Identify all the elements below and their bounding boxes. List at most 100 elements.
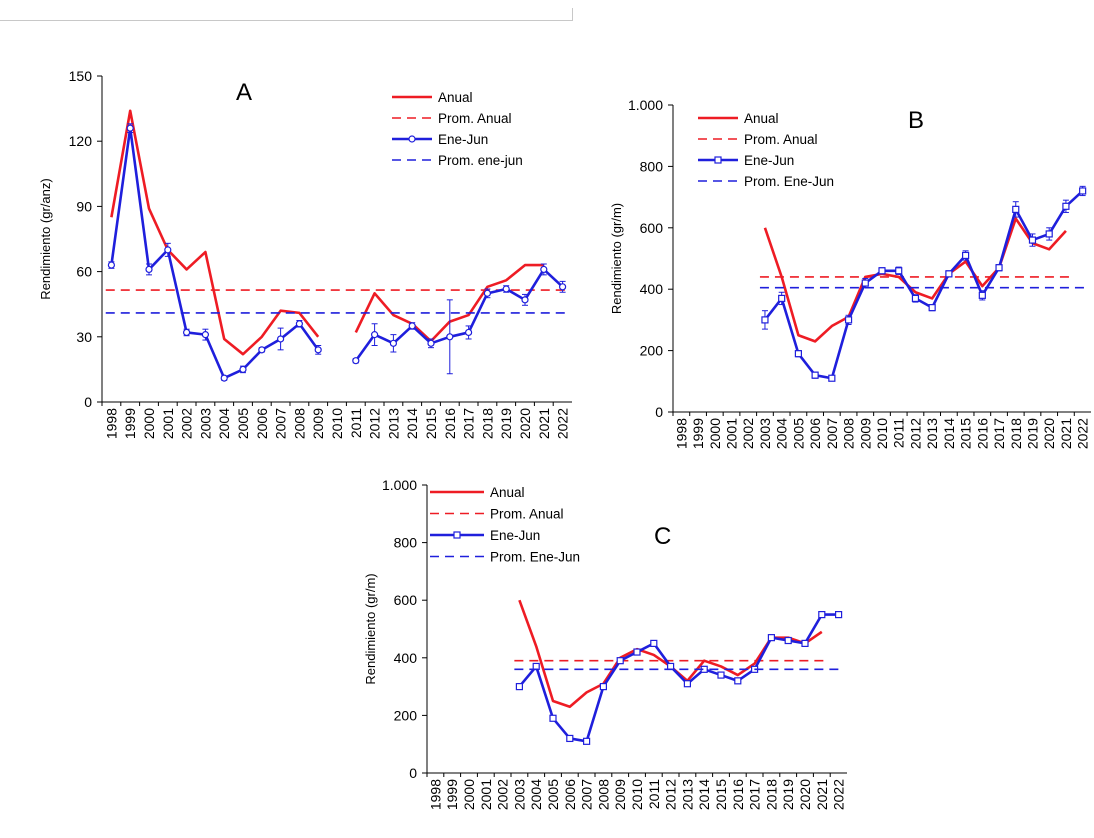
data-point (717, 671, 725, 679)
series-line-anual (763, 217, 1067, 343)
panel-letter: A (236, 79, 252, 106)
series-line-ene-jun (763, 190, 1084, 380)
data-point (371, 331, 379, 339)
x-tick-label: 2003 (757, 418, 773, 449)
x-tick-label: 2011 (348, 408, 364, 438)
x-tick-label: 2018 (1008, 418, 1024, 449)
legend-label: Prom. Ene-Jun (744, 174, 834, 189)
data-point (835, 611, 843, 619)
top-border-tick (572, 8, 573, 21)
y-tick-label: 30 (76, 329, 92, 345)
x-tick-label: 2012 (907, 418, 923, 449)
data-point (549, 714, 557, 722)
x-tick-label: 2001 (160, 408, 176, 439)
y-axis-label: Rendimiento (gr/m) (363, 573, 378, 684)
legend: Anual Prom. Anual Ene-Jun Prom. Ene-Jun (698, 111, 834, 189)
data-point (126, 124, 134, 132)
x-tick-label: 2016 (730, 779, 746, 810)
y-tick-label: 90 (76, 198, 92, 214)
data-point (295, 320, 303, 328)
x-tick-label: 2004 (774, 418, 790, 449)
x-tick-label: 2010 (329, 408, 345, 439)
x-tick-label: 2000 (141, 408, 157, 439)
x-tick-label: 2003 (197, 408, 213, 439)
x-tick-label: 2013 (679, 779, 695, 810)
data-point (239, 365, 247, 373)
y-tick-label: 0 (655, 404, 663, 420)
data-point (164, 246, 172, 254)
x-tick-label: 2003 (511, 779, 527, 810)
data-point (258, 346, 266, 354)
series-line-ene-jun (110, 126, 320, 380)
y-axis-label: Rendimiento (gr/anz) (38, 178, 53, 299)
data-point (945, 270, 953, 278)
data-point (314, 346, 322, 354)
x-tick-label: 2022 (555, 408, 571, 439)
legend-label: Prom. Anual (490, 507, 564, 522)
data-point (1062, 202, 1070, 210)
data-point (427, 339, 435, 347)
x-tick-label: 2015 (713, 779, 729, 810)
x-tick-label: 2017 (991, 418, 1007, 449)
chart-panel-b: 0 200 400 600 800 1.000 1998 1999 2000 2001 2002 20… (590, 86, 1094, 470)
x-tick-label: 2020 (1041, 418, 1057, 449)
x-tick-label: 2004 (216, 408, 232, 439)
data-point (107, 261, 116, 269)
x-tick-label: 2020 (517, 408, 533, 439)
x-tick-label: 2020 (797, 779, 813, 810)
x-tick-label: 2006 (254, 408, 270, 439)
panel-letter: B (908, 107, 924, 134)
data-point (761, 316, 769, 324)
y-tick-label: 0 (84, 394, 92, 410)
x-tick-label: 2009 (310, 408, 326, 439)
data-point (566, 734, 574, 743)
x-tick-label: 2013 (385, 408, 401, 439)
x-tick-label: 2013 (924, 418, 940, 449)
data-point (734, 677, 742, 685)
x-tick-label: 1998 (103, 408, 119, 439)
x-tick-label: 2001 (478, 779, 494, 810)
series-line-ene-jun (518, 613, 839, 743)
chart-panel-c: 0 200 400 600 800 1.000 1998 1999 2000 2001 2002 20… (352, 470, 850, 833)
x-tick-label: 2015 (423, 408, 439, 439)
data-point (515, 683, 523, 691)
x-tick-label: 2008 (595, 779, 611, 810)
data-point (844, 316, 853, 324)
x-tick-label: 2021 (536, 408, 552, 439)
data-point (767, 634, 775, 642)
data-point (183, 328, 191, 337)
data-point (818, 611, 826, 619)
x-tick-label: 2006 (562, 779, 578, 810)
x-tick-label: 2017 (747, 779, 763, 810)
legend-label: Ene-Jun (490, 528, 540, 543)
y-tick-label: 800 (394, 535, 418, 551)
x-tick-label: 2014 (941, 418, 957, 449)
data-point (558, 283, 567, 291)
x-tick-label: 2005 (545, 779, 561, 810)
x-tick-label: 1999 (122, 408, 138, 439)
x-tick-label: 2000 (707, 418, 723, 449)
x-tick-label: 1998 (673, 418, 689, 449)
x-tick-label: 2007 (824, 418, 840, 449)
data-point (878, 267, 886, 275)
legend-label: Anual (490, 485, 525, 500)
data-point (778, 294, 786, 303)
legend-marker (408, 135, 416, 143)
data-point (828, 374, 836, 382)
legend-label: Ene-Jun (438, 132, 488, 147)
data-point (895, 267, 903, 275)
data-point (277, 335, 285, 343)
x-tick-label: 2004 (528, 779, 544, 810)
x-tick-label: 1999 (690, 418, 706, 449)
x-tick-label: 2011 (646, 779, 662, 809)
x-tick-label: 2001 (724, 418, 740, 449)
x-tick-label: 2009 (612, 779, 628, 810)
x-tick-label: 2012 (663, 779, 679, 810)
x-tick-label: 2002 (179, 408, 195, 439)
x-tick-label: 2019 (1024, 418, 1040, 449)
x-tick-label: 2007 (579, 779, 595, 810)
data-point (633, 648, 641, 656)
x-tick-label: 2017 (461, 408, 477, 439)
legend-label: Prom. ene-jun (438, 153, 523, 168)
